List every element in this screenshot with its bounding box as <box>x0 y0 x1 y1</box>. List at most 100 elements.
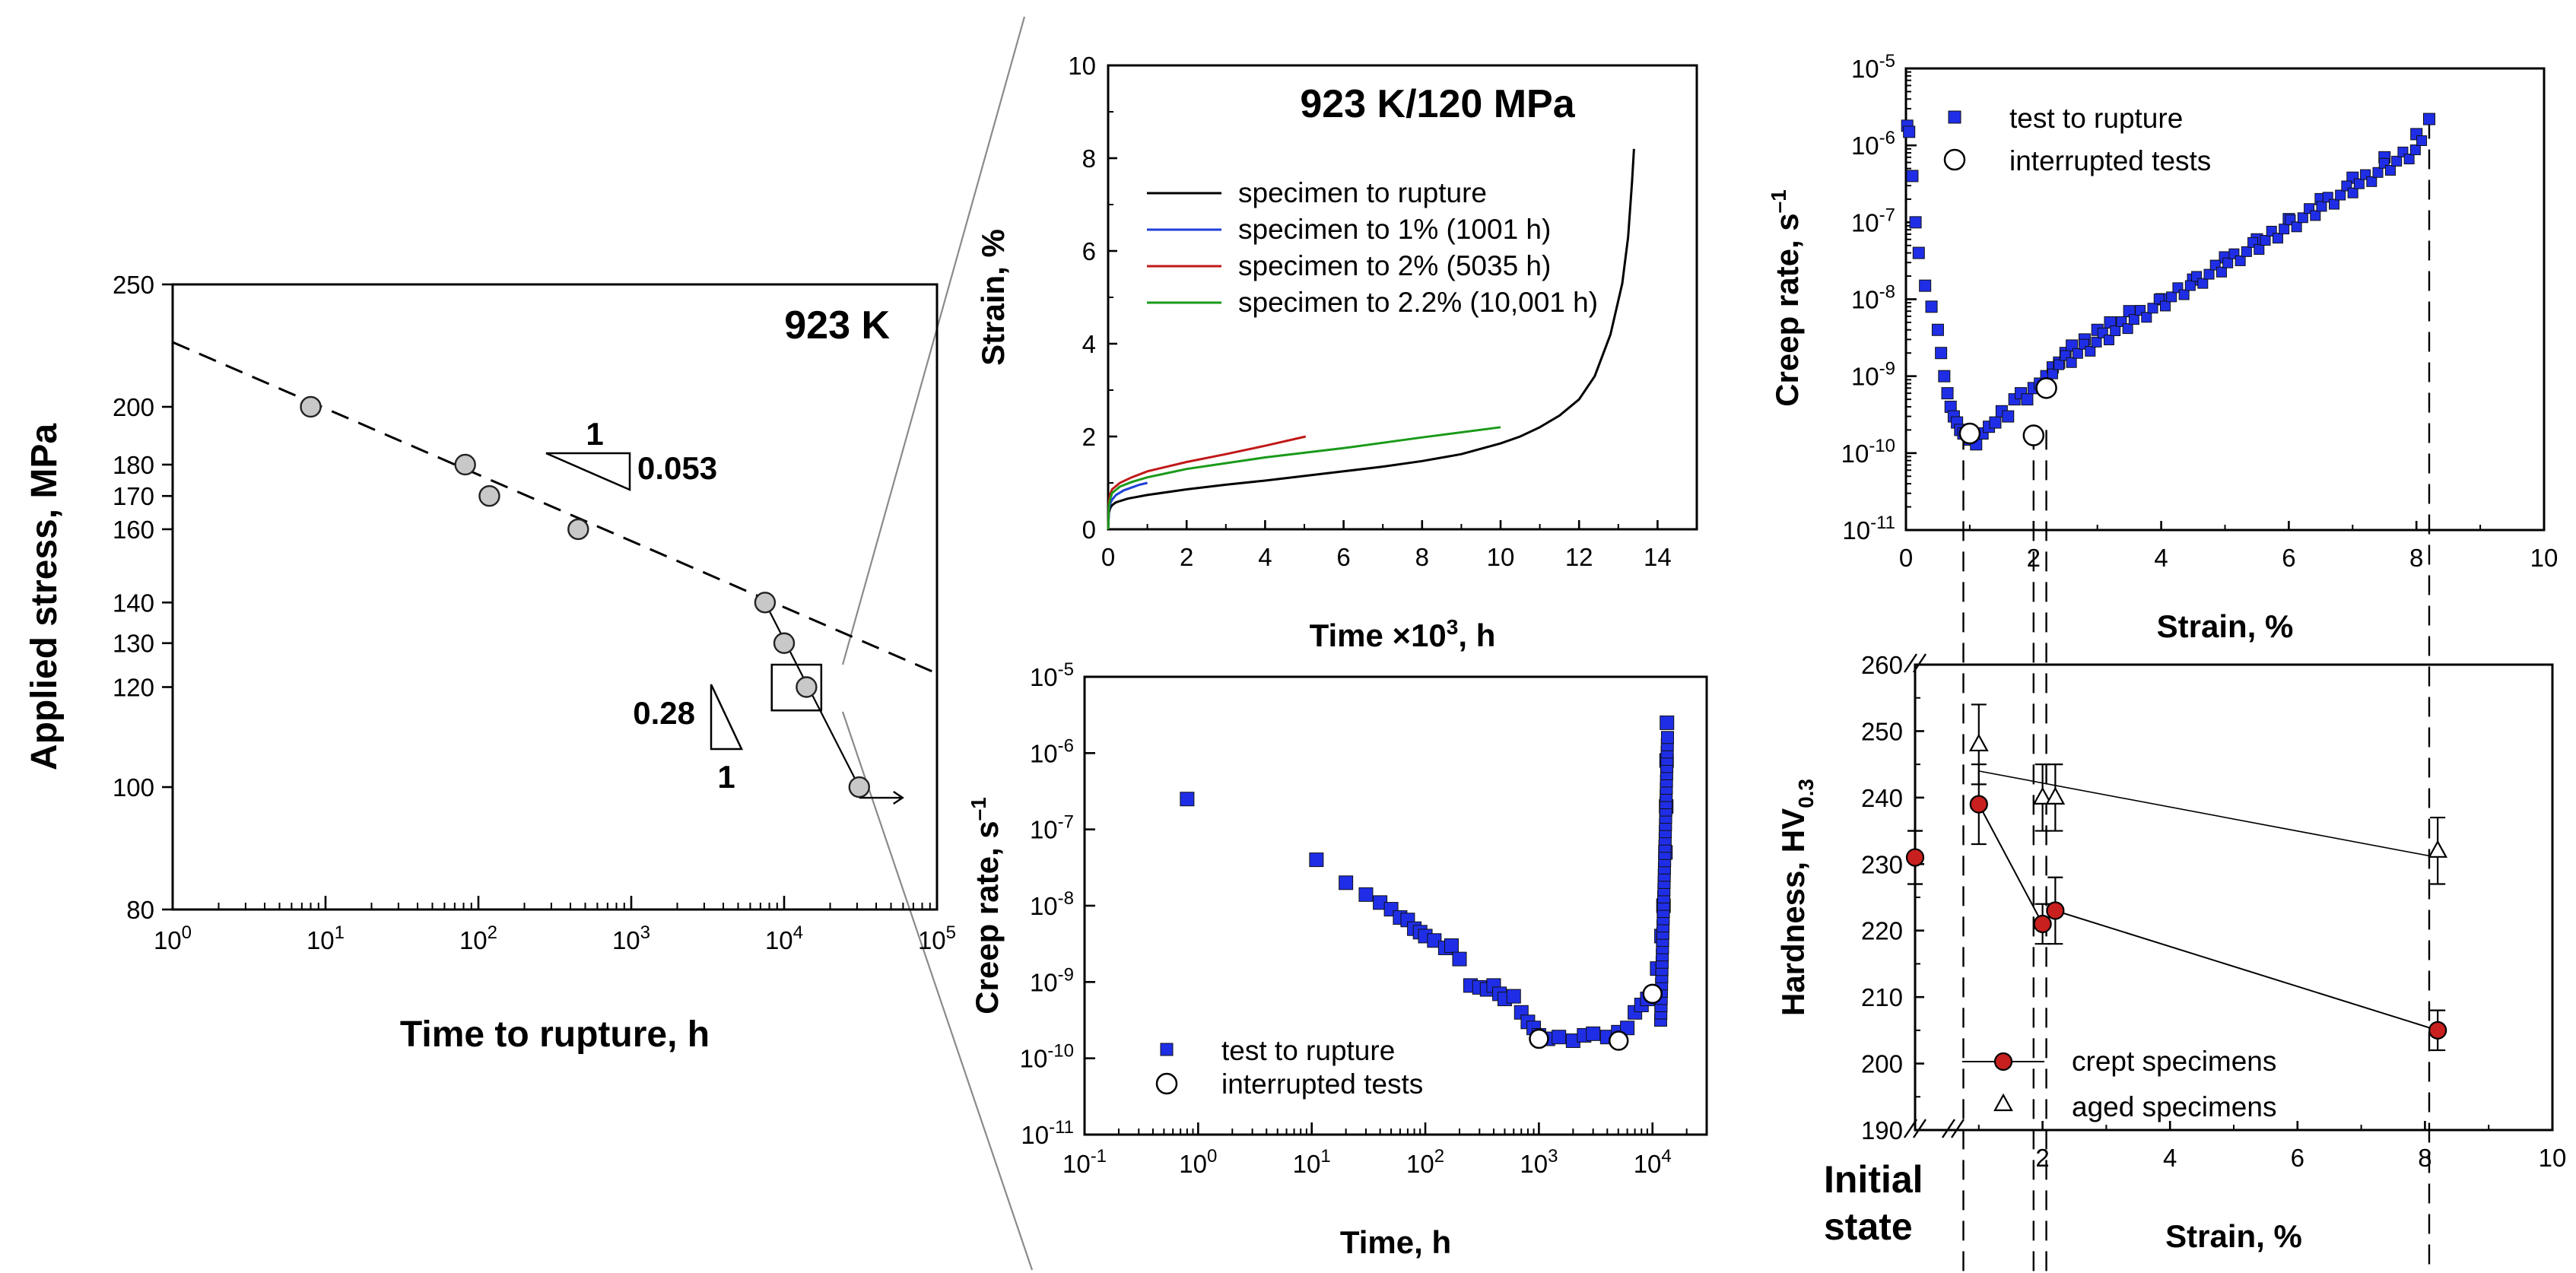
chart-title: 923 K/120 MPa <box>1300 82 1575 126</box>
series-line-2 <box>1107 481 1148 530</box>
data-point-square <box>2416 135 2428 146</box>
legend-marker-2 <box>1155 1072 1178 1095</box>
y-tick-label: 180 <box>113 451 154 479</box>
x-tick-label: 8 <box>2418 1144 2431 1172</box>
y-tick-label: 220 <box>1861 917 1903 945</box>
y-tick-label: 170 <box>113 482 154 510</box>
data-point-square <box>2272 233 2283 244</box>
data-point <box>773 632 796 654</box>
legend-marker-2 <box>1993 1093 2013 1112</box>
runout-arrow <box>859 791 904 805</box>
slope-triangle-1 <box>545 452 631 491</box>
data-point-square <box>1660 731 1674 744</box>
data-point-square <box>2002 410 2015 423</box>
data-point-square <box>1906 170 1919 183</box>
data-point-square <box>1309 852 1324 868</box>
slope-1-run: 1 <box>586 416 603 452</box>
data-point-square <box>2066 357 2077 368</box>
legend-marker-1 <box>1993 1052 2013 1071</box>
data-point-square <box>2254 244 2265 256</box>
x-tick-label: 10 <box>2539 1144 2567 1172</box>
legend-label-1: specimen to rupture <box>1238 177 1487 208</box>
legend-label-1: test to rupture <box>1221 1035 1395 1066</box>
data-point-square <box>1427 933 1442 948</box>
data-point <box>754 592 777 614</box>
y-tick-label: 10-6 <box>1851 128 1895 160</box>
x-tick-label: 2 <box>2035 1144 2049 1172</box>
data-point-square <box>1938 370 1951 383</box>
legend-label-4: specimen to 2.2% (10,001 h) <box>1238 287 1598 318</box>
data-point-square <box>2335 189 2346 201</box>
data-point-square <box>1620 1021 1635 1036</box>
x-tick-label: 101 <box>1293 1146 1331 1178</box>
data-point-square <box>2122 323 2133 335</box>
stress-rupture-chart: 100 101 102 103 104 1058010012013014016017018… <box>24 271 956 1055</box>
y-tick-label: 100 <box>113 773 154 802</box>
y-tick-label: 10-7 <box>1030 812 1074 844</box>
x-axis-title: Time to rupture, h <box>400 1014 710 1055</box>
y-tick-label: 250 <box>113 271 154 299</box>
x-tick-label: 101 <box>307 922 345 954</box>
data-point-square <box>2178 289 2190 300</box>
y-tick-label: 10-7 <box>1851 205 1895 237</box>
axis-break-mark <box>1951 1119 1965 1138</box>
data-point <box>300 395 322 418</box>
series-line-3 <box>1107 435 1307 530</box>
data-point-square <box>2184 280 2196 291</box>
x-tick-label: 6 <box>2282 544 2295 572</box>
data-point-square <box>2203 268 2215 280</box>
data-point-square <box>2403 154 2415 165</box>
initial-state-point <box>1905 848 1925 867</box>
y-tick-label: 230 <box>1861 850 1903 878</box>
x-tick-label: 100 <box>154 922 192 954</box>
y-tick-label: 10-11 <box>1021 1117 1074 1149</box>
x-tick-label: 105 <box>918 922 956 954</box>
data-point-circle <box>1958 422 1981 445</box>
data-point-square <box>2372 167 2384 178</box>
x-tick-label: 103 <box>1520 1146 1558 1178</box>
y-tick-label: 10-10 <box>1020 1041 1074 1073</box>
y-tick-label: 140 <box>113 589 154 617</box>
data-point-circle <box>2022 424 2045 446</box>
data-point-square <box>2222 257 2234 268</box>
axis-break-mark <box>1904 1119 1917 1138</box>
data-point-square <box>2197 278 2209 289</box>
data-point-square <box>2316 201 2327 212</box>
data-point-square <box>2347 187 2358 198</box>
data-point-square <box>1909 216 1922 229</box>
y-tick-label: 160 <box>113 516 154 544</box>
legend-label-1: crept specimens <box>2072 1046 2276 1077</box>
data-point-square <box>1339 875 1354 890</box>
legend-label-1: test to rupture <box>2009 103 2183 134</box>
x-tick-label: 4 <box>2154 544 2168 572</box>
y-tick-label: 10-9 <box>1030 964 1074 996</box>
data-point <box>848 776 870 798</box>
data-point-square <box>2021 393 2034 406</box>
x-axis-title: Time, h <box>1340 1224 1451 1260</box>
data-point-square <box>2279 224 2290 235</box>
zoom-connector-top <box>841 16 1026 665</box>
data-point-circle <box>2035 377 2057 399</box>
data-point-square <box>1552 1030 1567 1045</box>
stress-frame <box>171 283 939 911</box>
x-tick-label: 0 <box>1101 543 1115 571</box>
x-tick-label: 104 <box>1634 1146 1672 1178</box>
zoom-box <box>770 663 823 712</box>
rate-strain-frame <box>1904 67 2546 532</box>
x-axis-title: Strain, % <box>2165 1218 2302 1254</box>
series-line-1 <box>1107 148 1635 530</box>
y-tick-label: 240 <box>1861 784 1903 812</box>
data-point-square <box>2047 368 2058 379</box>
aged-point <box>2032 786 2053 805</box>
y-tick-label: 10-8 <box>1851 282 1895 314</box>
data-point-square <box>1919 279 1932 292</box>
data-point-circle <box>1642 983 1663 1005</box>
creep-rate-strain-chart: 0 2 4 6 8 10 10-11 10-10 10-9 10-8 10-7 10-6 10-5 tes… <box>1767 51 2558 1273</box>
data-point-square <box>2291 221 2302 233</box>
data-point-square <box>2128 314 2139 325</box>
legend-label-2: specimen to 1% (1001 h) <box>1238 214 1551 245</box>
y-tick-label: 80 <box>126 896 154 924</box>
y-tick-label: 2 <box>1082 423 1096 451</box>
x-tick-label: 4 <box>1258 543 1272 571</box>
y-axis-title: Hardness, HV0.3 <box>1775 779 1818 1016</box>
